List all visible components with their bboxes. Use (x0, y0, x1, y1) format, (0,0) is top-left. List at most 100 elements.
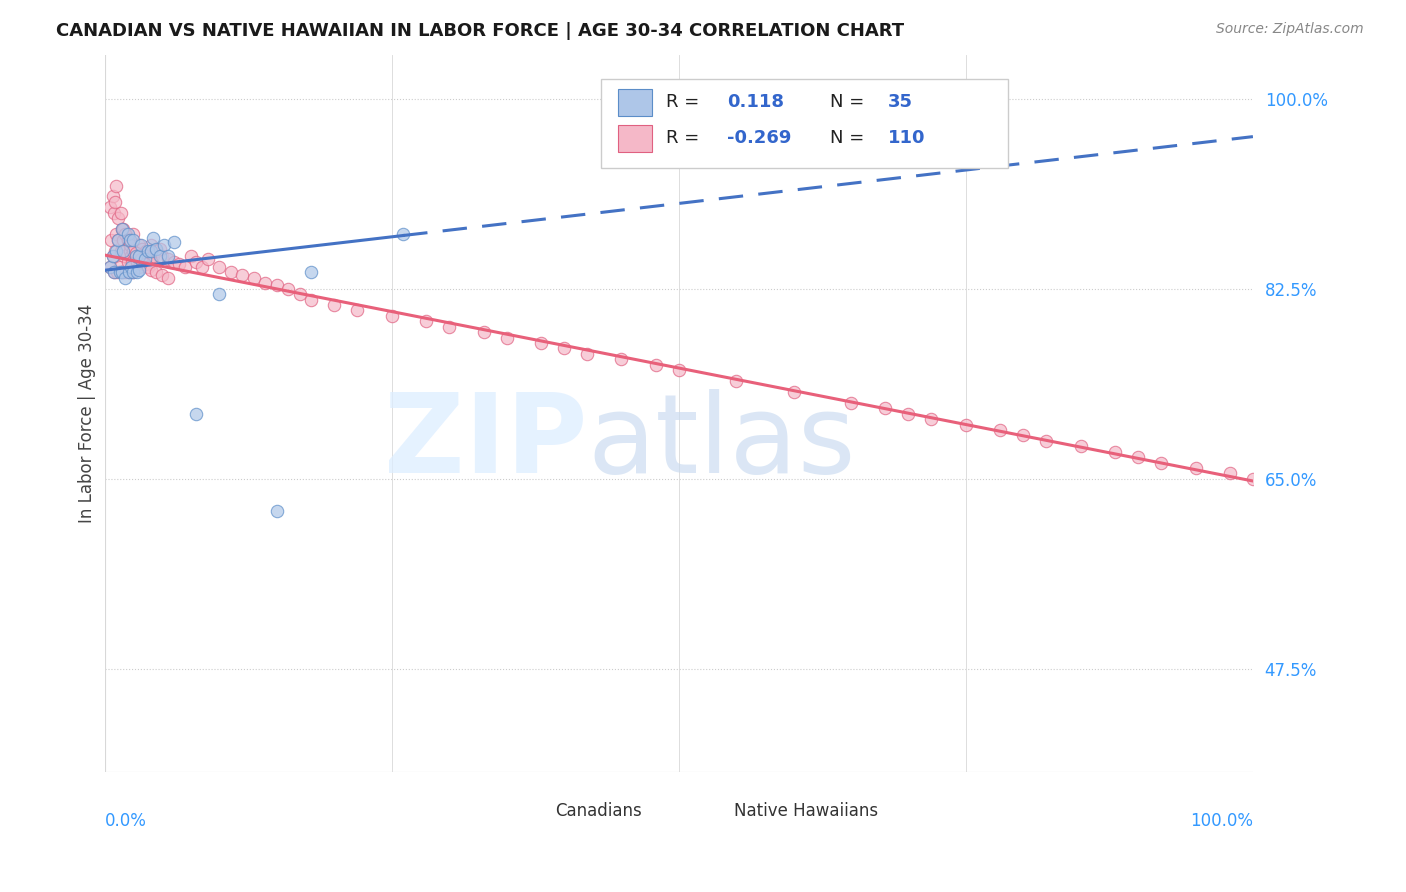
Point (114, 265, 136, 279)
Point (134, 249, 156, 263)
Point (104, 244, 127, 258)
Point (1150, 456, 1173, 470)
Point (105, 244, 128, 258)
Text: 110: 110 (887, 129, 925, 147)
Point (114, 227, 136, 242)
Point (105, 178, 128, 193)
Point (98, 260, 121, 274)
Point (219, 265, 242, 279)
Point (122, 227, 145, 242)
Y-axis label: In Labor Force | Age 30-34: In Labor Force | Age 30-34 (79, 304, 96, 524)
Point (128, 249, 150, 263)
Point (103, 205, 125, 219)
Point (124, 242, 146, 256)
Point (988, 423, 1011, 437)
Point (1126, 450, 1149, 464)
Text: ZIP: ZIP (384, 389, 586, 496)
Point (191, 260, 214, 274)
Point (1184, 461, 1206, 475)
Point (118, 244, 141, 258)
Point (1035, 434, 1057, 448)
Point (136, 244, 159, 258)
Point (114, 270, 136, 285)
Point (125, 265, 148, 279)
Point (117, 227, 139, 242)
Point (110, 244, 132, 258)
Text: Native Hawaiians: Native Hawaiians (734, 802, 877, 821)
Text: CANADIAN VS NATIVE HAWAIIAN IN LABOR FORCE | AGE 30-34 CORRELATION CHART: CANADIAN VS NATIVE HAWAIIAN IN LABOR FOR… (56, 22, 904, 40)
Point (136, 252, 159, 267)
Point (495, 330, 517, 344)
Point (111, 265, 134, 279)
Point (1104, 444, 1126, 458)
Point (174, 260, 197, 274)
Point (162, 254, 184, 268)
Point (208, 260, 231, 274)
Point (124, 249, 146, 263)
Point (125, 254, 148, 268)
Point (111, 265, 134, 279)
Point (135, 244, 157, 258)
Point (112, 249, 135, 263)
Point (153, 238, 176, 252)
Point (1219, 467, 1241, 481)
Point (101, 189, 124, 203)
Point (139, 257, 162, 271)
Point (156, 249, 179, 263)
Point (100, 233, 122, 247)
Point (122, 265, 145, 279)
Point (107, 211, 129, 226)
Point (134, 257, 156, 271)
Point (725, 374, 748, 388)
Point (149, 249, 172, 263)
Point (299, 265, 322, 279)
Point (124, 249, 146, 263)
Text: Source: ZipAtlas.com: Source: ZipAtlas.com (1216, 22, 1364, 37)
Point (128, 249, 150, 263)
Point (107, 233, 129, 247)
Point (875, 401, 897, 416)
Point (1012, 428, 1035, 442)
Point (103, 265, 125, 279)
Point (111, 222, 134, 236)
Text: R =: R = (666, 129, 706, 147)
Point (124, 245, 146, 260)
Point (139, 238, 162, 252)
Point (108, 265, 131, 279)
Point (128, 238, 150, 252)
Text: -0.269: -0.269 (727, 129, 792, 147)
Point (118, 265, 141, 279)
Point (231, 268, 253, 282)
Point (136, 260, 159, 274)
Point (162, 235, 184, 249)
Point (197, 252, 219, 267)
Point (254, 277, 277, 291)
Point (208, 287, 231, 301)
Point (117, 233, 139, 247)
Point (150, 268, 173, 282)
Point (117, 233, 139, 247)
Point (117, 254, 139, 268)
Point (145, 242, 167, 256)
Point (121, 254, 143, 268)
Bar (617, 89, 652, 116)
Point (120, 249, 142, 263)
Point (105, 265, 128, 279)
Point (111, 222, 134, 236)
Point (266, 278, 288, 293)
Point (105, 227, 128, 242)
Text: 100.0%: 100.0% (1189, 812, 1253, 830)
Point (118, 265, 141, 279)
Point (299, 293, 322, 307)
Point (323, 298, 346, 312)
Point (142, 230, 165, 244)
Point (156, 252, 179, 267)
Point (115, 227, 138, 242)
Point (150, 249, 173, 263)
Text: Canadians: Canadians (555, 802, 641, 821)
Point (122, 233, 145, 247)
Point (1241, 472, 1264, 486)
Point (131, 238, 153, 252)
Point (139, 244, 162, 258)
Point (897, 407, 920, 421)
